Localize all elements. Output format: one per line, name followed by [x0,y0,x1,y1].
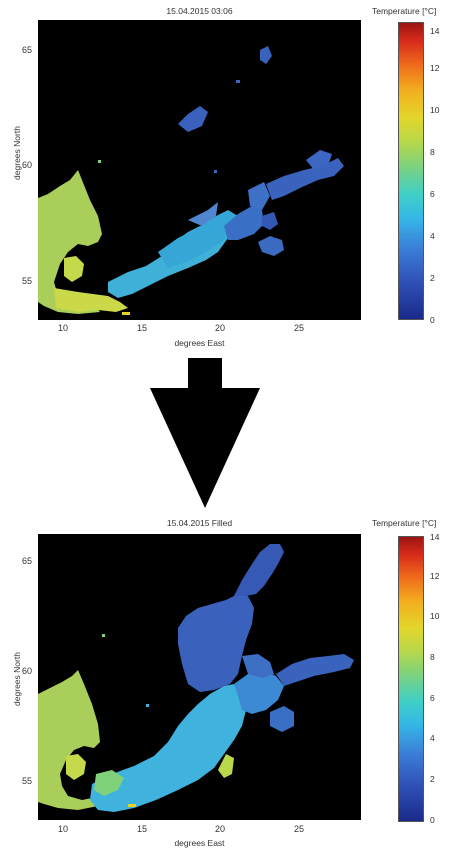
bottom-panel: 15.04.2015 Filled degrees North 65 60 55 [0,510,450,848]
bottom-central-east [234,670,284,714]
bottom-panel-xlabel: degrees East [174,838,225,848]
top-speck [98,160,101,163]
top-bothnia-patch [178,106,208,132]
bottom-speck [128,804,136,807]
top-mid-east [248,182,270,210]
top-cbar-tick-14: 14 [430,26,440,36]
top-panel: 15.04.2015 03:06 degrees North 65 60 55 [0,0,450,360]
bottom-cbar-tick-10: 10 [430,611,440,621]
bottom-gulf-riga [270,706,294,732]
top-gotland-region [188,202,218,226]
bottom-bothnian-bay [234,544,284,596]
bottom-panel-ylabel: degrees North [12,652,22,706]
bottom-cbar-tick-2: 2 [430,774,435,784]
bottom-speck [102,634,105,637]
bottom-west-coast-warm [94,770,124,796]
bottom-colorbar-title: Temperature [°C] [372,518,437,528]
bottom-gulf-finland [276,654,354,686]
bottom-east-coast [218,754,234,778]
bottom-denmark-region [38,670,100,810]
top-map-plot [38,20,361,320]
bottom-colorbar [398,536,424,822]
bottom-y-tick-55: 55 [22,776,33,786]
bottom-y-tick-60: 60 [22,666,33,676]
top-cbar-tick-2: 2 [430,273,435,283]
bottom-aland-link [242,654,274,678]
bottom-speck [146,704,149,707]
top-cbar-tick-4: 4 [430,231,435,241]
top-x-tick-25: 25 [294,323,305,333]
top-denmark-region [38,170,102,314]
bottom-x-tick-10: 10 [58,824,69,834]
bottom-bothnian-sea [178,594,254,692]
top-panel-xlabel: degrees East [174,338,225,348]
top-cbar-tick-8: 8 [430,147,435,157]
top-panel-ylabel: degrees North [12,126,22,180]
bottom-cbar-tick-14: 14 [430,532,440,542]
bottom-cbar-tick-12: 12 [430,571,440,581]
top-x-tick-15: 15 [137,323,148,333]
top-y-tick-55: 55 [22,276,33,286]
top-panel-title: 15.04.2015 03:06 [166,6,233,16]
top-gulf-riga [258,236,284,256]
top-map-svg [38,20,361,320]
top-east-region [224,206,264,240]
bottom-x-tick-25: 25 [294,824,305,834]
top-central-band [158,210,238,268]
top-finland-coast [306,150,332,170]
top-aland-patch [262,212,278,230]
top-x-tick-10: 10 [58,323,69,333]
top-colorbar [398,22,424,320]
bottom-map-plot [38,534,361,820]
top-cbar-tick-10: 10 [430,105,440,115]
top-southwest-coast [54,288,128,312]
top-speck [236,80,240,83]
top-y-tick-60: 60 [22,160,33,170]
top-cbar-tick-12: 12 [430,63,440,73]
bottom-x-tick-20: 20 [215,824,226,834]
top-speck [122,312,130,315]
bottom-cbar-tick-0: 0 [430,815,435,825]
bottom-y-tick-65: 65 [22,556,33,566]
down-arrow-icon [150,358,260,508]
top-cbar-tick-6: 6 [430,189,435,199]
top-colorbar-title: Temperature [°C] [372,6,437,16]
bottom-cbar-tick-6: 6 [430,693,435,703]
bottom-x-tick-15: 15 [137,824,148,834]
top-north-patch [260,46,272,64]
bottom-map-svg [38,534,361,820]
top-speck [214,170,217,173]
bottom-kattegat-patch [66,754,86,780]
top-x-tick-20: 20 [215,323,226,333]
bottom-panel-title: 15.04.2015 Filled [166,518,233,528]
bottom-cbar-tick-8: 8 [430,652,435,662]
top-gulf-finland [266,158,344,200]
bottom-cbar-tick-4: 4 [430,733,435,743]
bottom-south-baltic [90,684,246,812]
top-cbar-tick-0: 0 [430,315,435,325]
top-kattegat-patch [64,256,84,282]
top-y-tick-65: 65 [22,45,33,55]
